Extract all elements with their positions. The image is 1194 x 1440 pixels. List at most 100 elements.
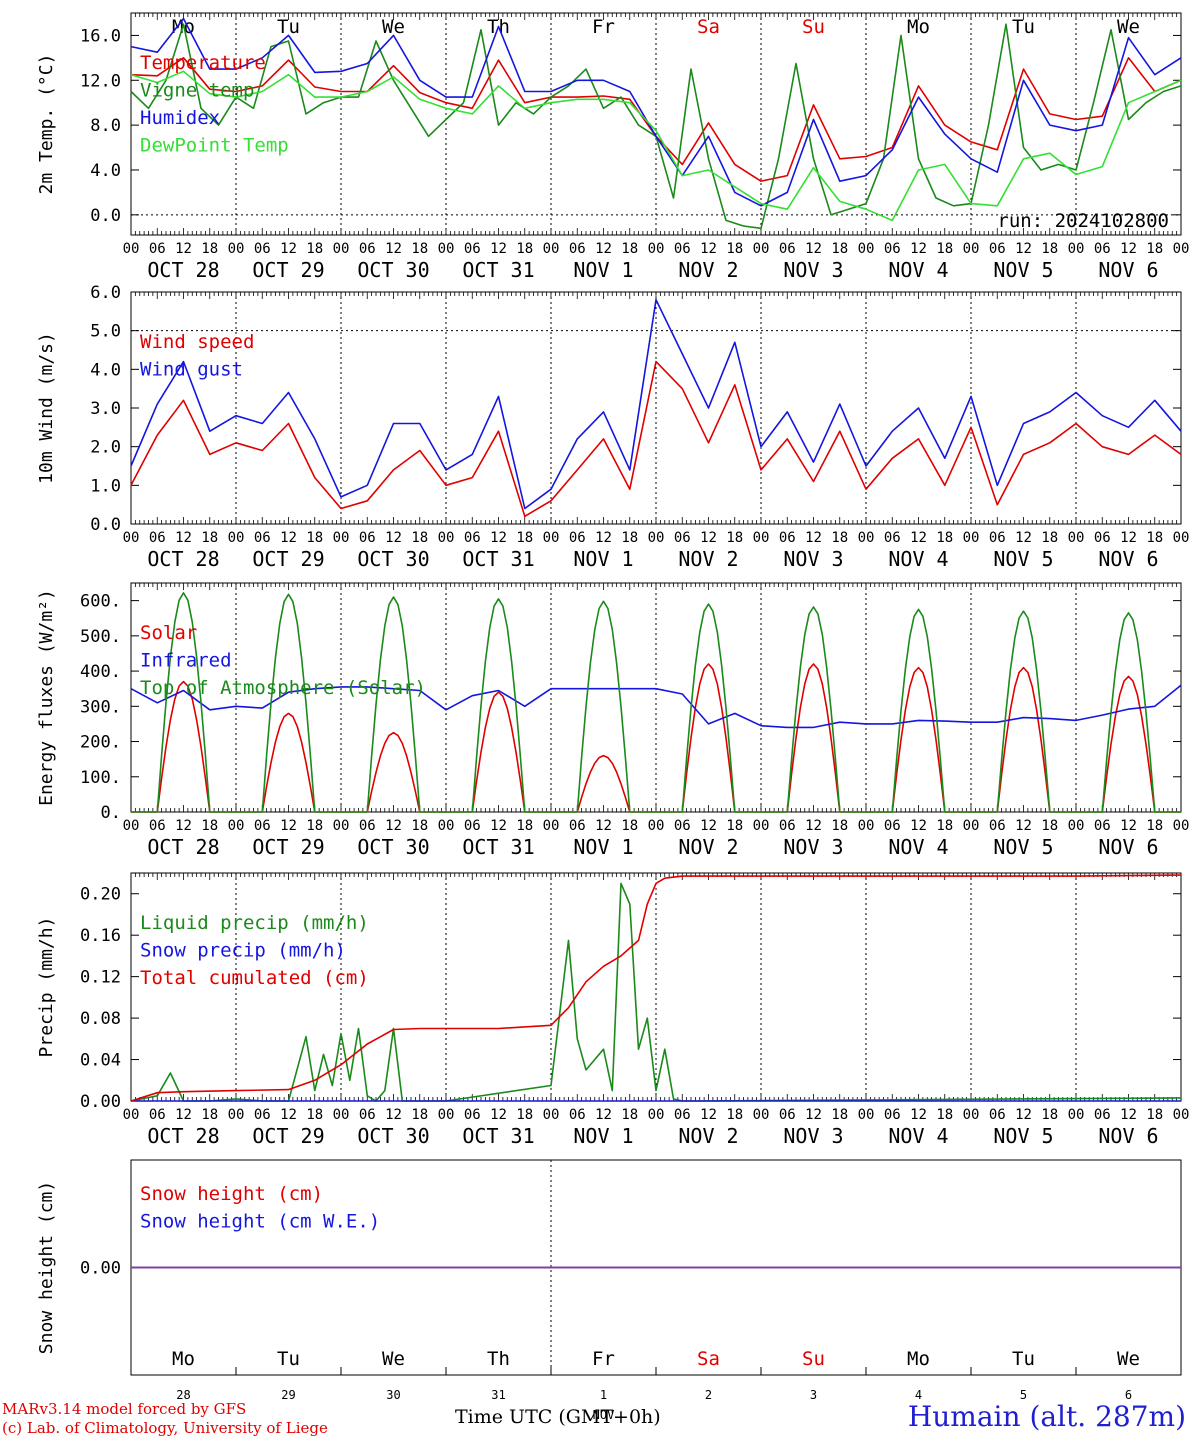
hour-tick-label: 00 <box>228 1107 245 1123</box>
date-label: NOV 6 <box>1098 835 1158 859</box>
day-number: 6 <box>1125 1388 1132 1402</box>
hour-tick-label: 00 <box>648 818 665 834</box>
hour-tick-label: 00 <box>1173 241 1190 257</box>
y-tick-label: 0.12 <box>80 968 121 988</box>
series-line <box>130 298 1182 510</box>
y-tick-label: 0.16 <box>80 926 121 946</box>
series-line <box>131 592 1181 813</box>
hour-tick-label: 18 <box>831 818 848 834</box>
series-line <box>130 17 1182 207</box>
day-number: 2 <box>705 1388 712 1402</box>
y-tick-label: 8.0 <box>90 116 121 136</box>
date-label: OCT 30 <box>357 258 429 282</box>
hour-tick-label: 00 <box>123 530 140 546</box>
date-label: NOV 2 <box>678 1124 738 1148</box>
hour-tick-label: 00 <box>858 818 875 834</box>
hour-tick-label: 18 <box>1041 530 1058 546</box>
hour-tick-label: 12 <box>805 1107 822 1123</box>
day-number: 5 <box>1020 1388 1027 1402</box>
legend-entry: Total cumulated (cm) <box>140 967 369 989</box>
date-label: NOV 5 <box>993 1124 1053 1148</box>
hour-tick-label: 18 <box>201 241 218 257</box>
hour-tick-label: 06 <box>149 241 166 257</box>
hour-tick-label: 12 <box>280 818 297 834</box>
hour-tick-label: 18 <box>1146 241 1163 257</box>
month-label: NOV <box>593 1408 615 1422</box>
hour-tick-label: 12 <box>595 818 612 834</box>
hour-tick-label: 12 <box>280 530 297 546</box>
day-number: 3 <box>810 1388 817 1402</box>
y-tick-label: 400. <box>80 662 121 682</box>
weekday-label: Tu <box>1012 16 1035 38</box>
legend-entry: DewPoint Temp <box>140 135 289 157</box>
hour-tick-label: 06 <box>254 818 271 834</box>
date-label: OCT 31 <box>462 547 534 571</box>
date-label: NOV 1 <box>573 835 633 859</box>
legend-entry: Snow height (cm) <box>140 1183 323 1205</box>
hour-tick-label: 12 <box>490 241 507 257</box>
hour-tick-label: 00 <box>123 818 140 834</box>
date-label: OCT 28 <box>147 258 219 282</box>
hour-tick-label: 06 <box>569 1107 586 1123</box>
y-tick-label: 0.0 <box>90 206 121 226</box>
weekday-label: Mo <box>907 16 930 38</box>
hour-tick-label: 12 <box>490 818 507 834</box>
hour-tick-label: 12 <box>805 530 822 546</box>
hour-tick-label: 18 <box>306 530 323 546</box>
weekday-label: Tu <box>277 16 300 38</box>
day-number: 4 <box>915 1388 922 1402</box>
hour-tick-label: 12 <box>1120 241 1137 257</box>
y-tick-label: 0.20 <box>80 885 121 905</box>
hour-tick-label: 18 <box>726 818 743 834</box>
hour-tick-label: 06 <box>779 818 796 834</box>
legend-entry: Temperature <box>140 52 266 74</box>
hour-tick-label: 00 <box>543 1107 560 1123</box>
date-label: OCT 30 <box>357 1124 429 1148</box>
hour-tick-label: 00 <box>1173 530 1190 546</box>
hour-tick-label: 00 <box>438 241 455 257</box>
legend-entry: Top of Atmosphere (Solar) <box>140 677 426 699</box>
date-label: NOV 1 <box>573 547 633 571</box>
hour-tick-label: 06 <box>779 1107 796 1123</box>
hour-tick-label: 18 <box>306 1107 323 1123</box>
legend-entry: Solar <box>140 622 197 644</box>
hour-tick-label: 06 <box>884 1107 901 1123</box>
date-label: NOV 2 <box>678 835 738 859</box>
hour-tick-label: 06 <box>1094 818 1111 834</box>
hour-tick-label: 00 <box>858 1107 875 1123</box>
hour-tick-label: 18 <box>411 530 428 546</box>
date-label: NOV 2 <box>678 258 738 282</box>
weekday-label: We <box>1117 16 1140 38</box>
hour-tick-label: 06 <box>359 530 376 546</box>
weekday-label: Mo <box>172 1348 195 1370</box>
hour-tick-label: 00 <box>228 530 245 546</box>
y-tick-label: 16.0 <box>80 26 121 46</box>
hour-tick-label: 00 <box>333 818 350 834</box>
weekday-label: Fr <box>592 1348 615 1370</box>
hour-tick-label: 06 <box>149 1107 166 1123</box>
hour-tick-label: 00 <box>543 818 560 834</box>
series-line <box>130 360 1182 518</box>
legend-entry: Snow precip (mm/h) <box>140 940 346 962</box>
hour-tick-label: 06 <box>464 241 481 257</box>
hour-tick-label: 18 <box>621 818 638 834</box>
hour-tick-label: 12 <box>280 241 297 257</box>
hour-tick-label: 18 <box>936 241 953 257</box>
hour-tick-label: 00 <box>753 241 770 257</box>
hour-tick-label: 12 <box>1120 530 1137 546</box>
hour-tick-label: 12 <box>595 530 612 546</box>
y-tick-label: 500. <box>80 627 121 647</box>
y-tick-label: 6.0 <box>90 283 121 303</box>
weekday-label: Mo <box>907 1348 930 1370</box>
date-label: NOV 5 <box>993 835 1053 859</box>
hour-tick-label: 18 <box>726 241 743 257</box>
hour-tick-label: 18 <box>621 241 638 257</box>
y-axis-label: 10m Wind (m/s) <box>36 332 57 484</box>
hour-tick-label: 00 <box>1068 1107 1085 1123</box>
hour-tick-label: 06 <box>989 241 1006 257</box>
hour-tick-label: 18 <box>936 530 953 546</box>
hour-tick-label: 18 <box>831 241 848 257</box>
hour-tick-label: 00 <box>1068 818 1085 834</box>
date-label: OCT 29 <box>252 258 324 282</box>
hour-tick-label: 06 <box>149 818 166 834</box>
